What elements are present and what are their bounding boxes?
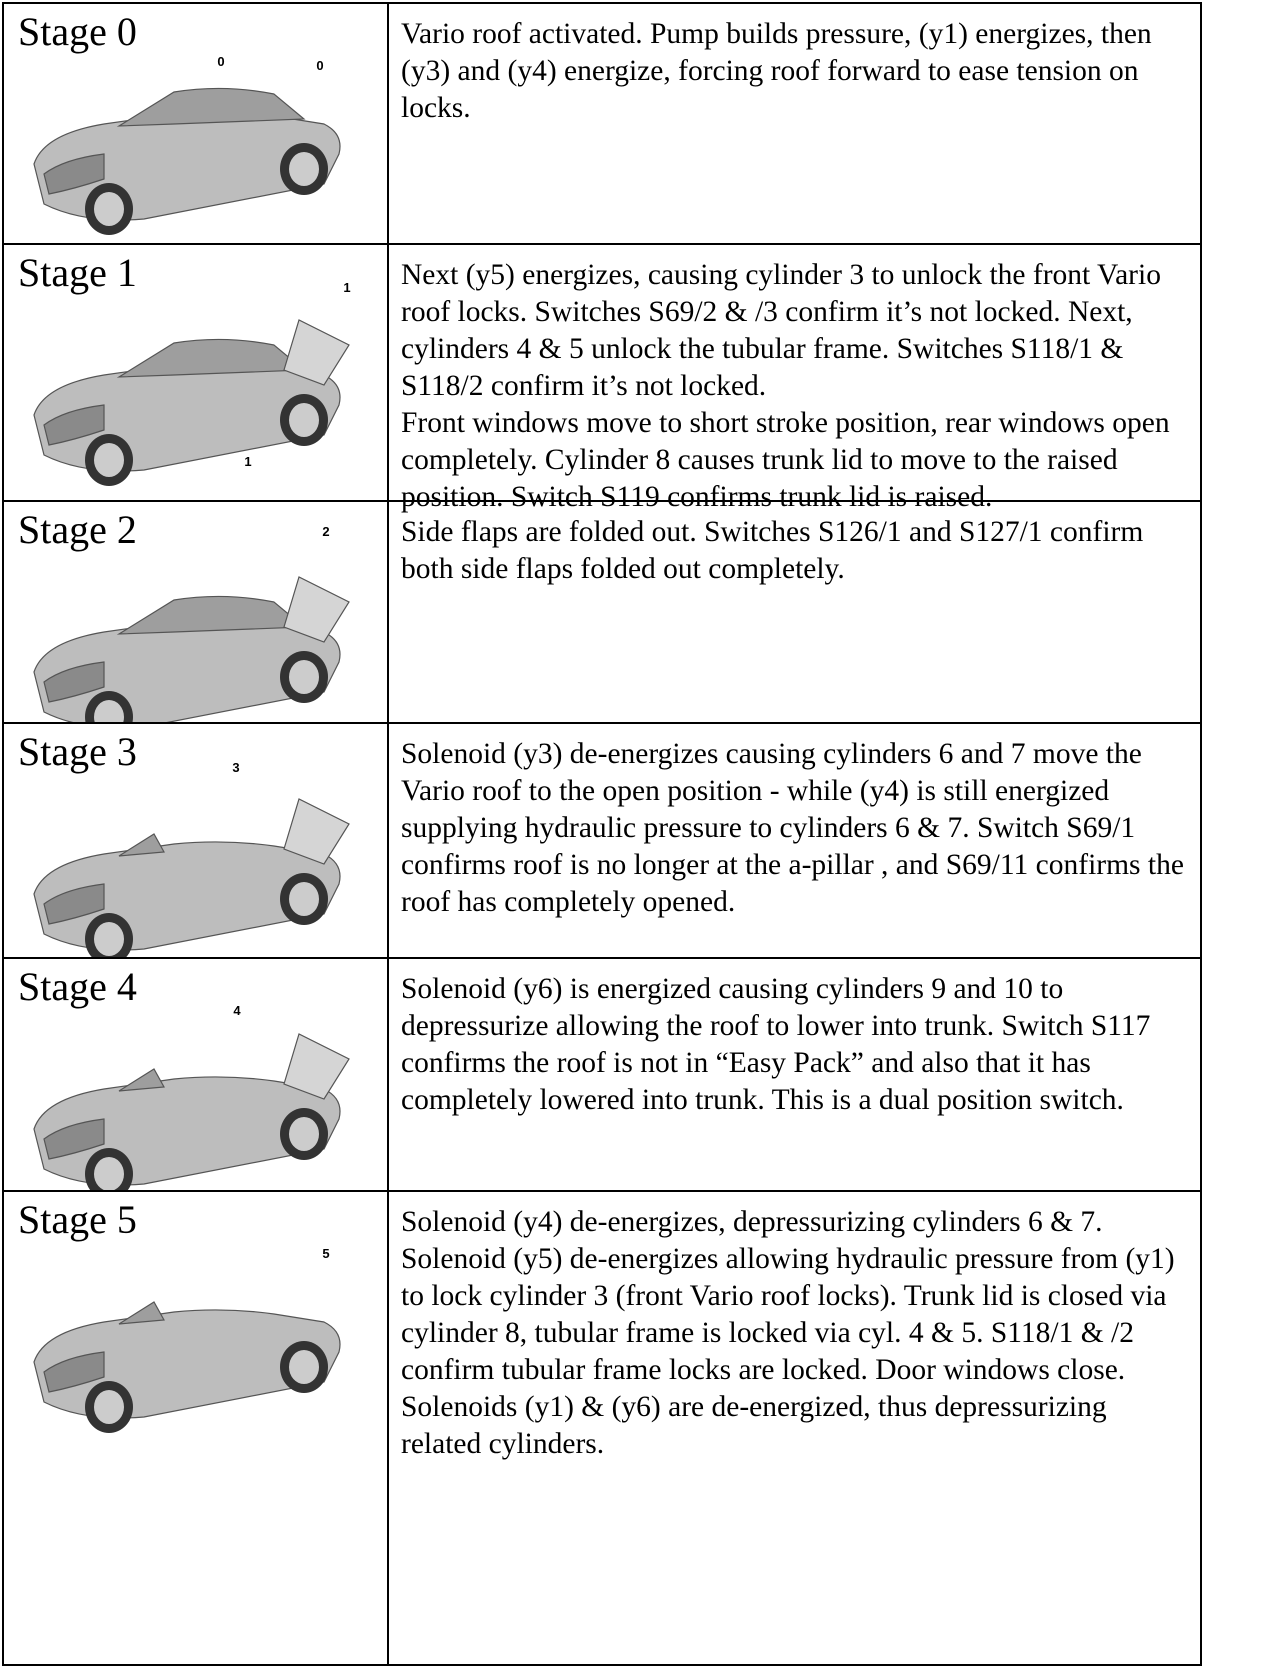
stage-title: Stage 3 (18, 729, 137, 774)
car (33, 319, 350, 486)
description-text: Side flaps are folded out. Switches S126… (401, 516, 1144, 585)
description-cell: Side flaps are folded out. Switches S126… (387, 500, 1202, 724)
callout-label: 5 (322, 1246, 329, 1261)
car-windshield (118, 1301, 165, 1325)
stage-title: Stage 2 (18, 507, 137, 552)
car-front (43, 153, 105, 195)
stage-cell: Stage 2 2 (2, 500, 389, 724)
description-text: Vario roof activated. Pump builds pressu… (401, 18, 1152, 124)
rim (94, 192, 124, 226)
car-illustration: 11 (33, 280, 351, 486)
stage-title: Stage 1 (18, 250, 137, 295)
car-front (43, 1351, 105, 1393)
callout-label: 1 (343, 280, 350, 295)
car-roof (116, 338, 306, 378)
car-trunk-lid (283, 1033, 350, 1100)
car-windshield (118, 833, 165, 857)
description: Next (y5) energizes, causing cylinder 3 … (401, 257, 1192, 516)
rim (289, 152, 319, 186)
rim (289, 1350, 319, 1384)
rim (94, 1157, 124, 1190)
rim (289, 882, 319, 916)
car-illustration: 3 (33, 760, 350, 957)
callout-label: 1 (244, 454, 251, 469)
rim (94, 443, 124, 477)
callout-label: 3 (232, 760, 239, 775)
description: Side flaps are folded out. Switches S126… (401, 514, 1192, 588)
description-cell: Vario roof activated. Pump builds pressu… (387, 2, 1202, 245)
car-front (43, 1118, 105, 1160)
car-trunk-lid (283, 798, 350, 865)
description-text: Solenoid (y4) de-energizes, depressurizi… (401, 1206, 1175, 1460)
description-text: Next (y5) energizes, causing cylinder 3 … (401, 259, 1161, 402)
car-front (43, 883, 105, 925)
description-text: Front windows move to short stroke posit… (401, 407, 1170, 513)
callout-label: 0 (217, 54, 224, 69)
description: Solenoid (y6) is energized causing cylin… (401, 971, 1192, 1119)
car (33, 576, 350, 722)
car (33, 1033, 350, 1190)
car-roof (116, 87, 306, 127)
description-cell: Solenoid (y3) de-energizes causing cylin… (387, 722, 1202, 959)
rim (289, 660, 319, 694)
car-windshield (118, 1068, 165, 1092)
car-trunk-lid (283, 319, 350, 386)
car-front (43, 404, 105, 446)
callout-label: 0 (316, 58, 323, 73)
callout-label: 4 (233, 1003, 241, 1018)
description-text: Solenoid (y6) is energized causing cylin… (401, 973, 1151, 1116)
stage-cell: Stage 4 4 (2, 957, 389, 1192)
rim (289, 1117, 319, 1151)
rim (94, 700, 124, 722)
car-illustration: 5 (33, 1246, 341, 1433)
car (33, 87, 341, 235)
stage-cell: Stage 3 3 (2, 722, 389, 959)
stage-title: Stage 5 (18, 1197, 137, 1242)
rim (289, 403, 319, 437)
stage-title: Stage 0 (18, 9, 137, 54)
car (33, 1301, 341, 1433)
car-roof (116, 595, 306, 635)
description: Solenoid (y4) de-energizes, depressurizi… (401, 1204, 1192, 1463)
description: Solenoid (y3) de-energizes causing cylin… (401, 736, 1192, 921)
description-cell: Solenoid (y4) de-energizes, depressurizi… (387, 1190, 1202, 1666)
stage-title: Stage 4 (18, 964, 137, 1009)
description-cell: Next (y5) energizes, causing cylinder 3 … (387, 243, 1202, 513)
car (33, 798, 350, 957)
rim (94, 1390, 124, 1424)
car-trunk-lid (283, 576, 350, 643)
description-text: Solenoid (y3) de-energizes causing cylin… (401, 738, 1184, 918)
car-illustration: 4 (33, 1003, 350, 1190)
rim (94, 922, 124, 956)
callout-label: 2 (322, 524, 329, 539)
description: Vario roof activated. Pump builds pressu… (401, 16, 1192, 127)
car-illustration: 2 (33, 524, 350, 722)
car-front (43, 661, 105, 703)
description-cell: Solenoid (y6) is energized causing cylin… (387, 957, 1202, 1192)
stage-cell: Stage 5 5 (2, 1190, 389, 1666)
